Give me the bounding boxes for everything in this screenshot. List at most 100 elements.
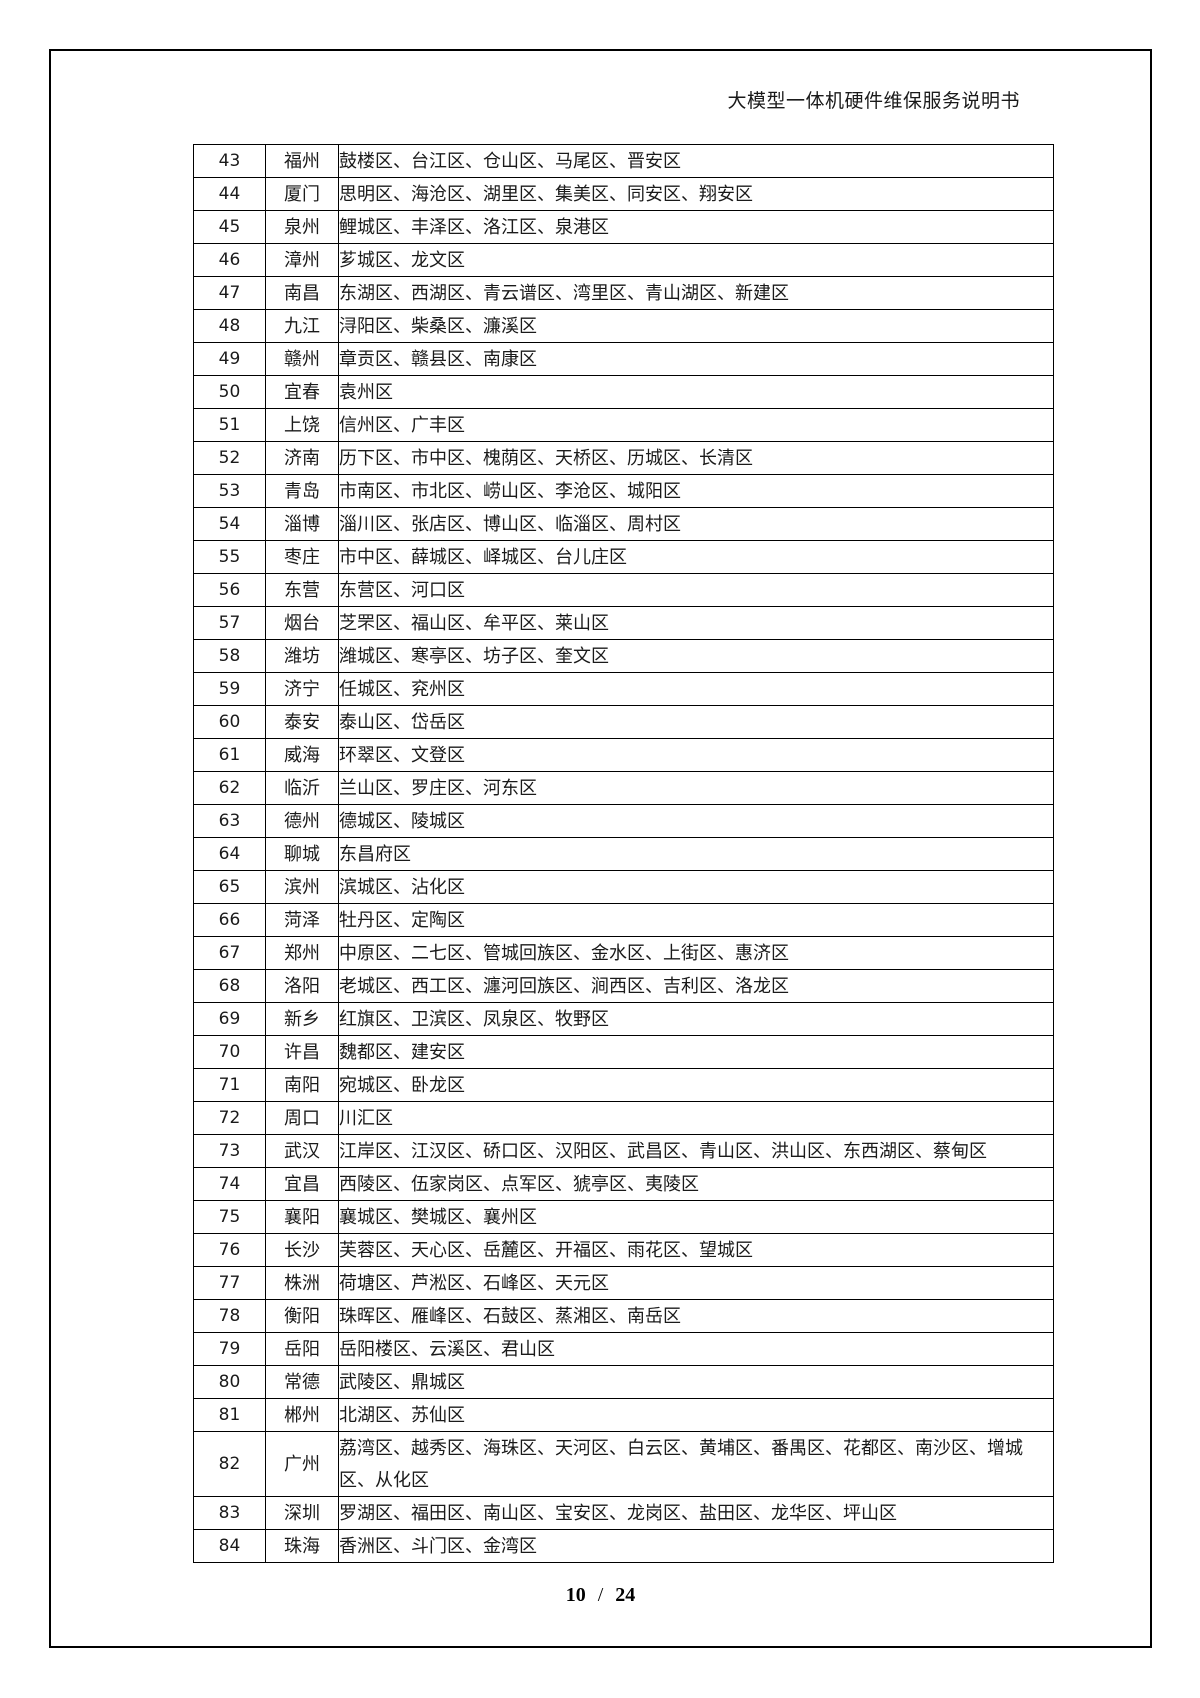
city-name: 郴州: [265, 1398, 339, 1432]
city-name: 滨州: [265, 870, 339, 904]
row-number: 74: [193, 1167, 266, 1201]
city-name: 许昌: [265, 1035, 339, 1069]
district-list: 江岸区、江汉区、硚口区、汉阳区、武昌区、青山区、洪山区、东西湖区、蔡甸区: [338, 1134, 1054, 1168]
city-name: 新乡: [265, 1002, 339, 1036]
city-name: 济南: [265, 441, 339, 475]
row-number: 73: [193, 1134, 266, 1168]
table-row: 62 临沂 兰山区、罗庄区、河东区: [193, 771, 1054, 805]
city-district-table: 43 福州 鼓楼区、台江区、仓山区、马尾区、晋安区 44 厦门 思明区、海沧区、…: [193, 144, 1054, 1563]
table-row: 80 常德 武陵区、鼎城区: [193, 1365, 1054, 1399]
city-name: 潍坊: [265, 639, 339, 673]
table-row: 68 洛阳 老城区、西工区、瀍河回族区、涧西区、吉利区、洛龙区: [193, 969, 1054, 1003]
table-row: 59 济宁 任城区、兖州区: [193, 672, 1054, 706]
city-name: 威海: [265, 738, 339, 772]
district-list: 浔阳区、柴桑区、濂溪区: [338, 309, 1054, 343]
district-list: 北湖区、苏仙区: [338, 1398, 1054, 1432]
page-total: 24: [615, 1584, 636, 1606]
row-number: 70: [193, 1035, 266, 1069]
city-name: 宜昌: [265, 1167, 339, 1201]
row-number: 64: [193, 837, 266, 871]
row-number: 43: [193, 144, 266, 178]
district-list: 魏都区、建安区: [338, 1035, 1054, 1069]
table-row: 70 许昌 魏都区、建安区: [193, 1035, 1054, 1069]
table-row: 57 烟台 芝罘区、福山区、牟平区、莱山区: [193, 606, 1054, 640]
district-list: 红旗区、卫滨区、凤泉区、牧野区: [338, 1002, 1054, 1036]
table-row: 79 岳阳 岳阳楼区、云溪区、君山区: [193, 1332, 1054, 1366]
page-current: 10: [565, 1584, 586, 1606]
district-list: 淄川区、张店区、博山区、临淄区、周村区: [338, 507, 1054, 541]
district-list: 市中区、薛城区、峄城区、台儿庄区: [338, 540, 1054, 574]
page-number: 10 / 24: [49, 1584, 1152, 1607]
row-number: 63: [193, 804, 266, 838]
district-list: 章贡区、赣县区、南康区: [338, 342, 1054, 376]
district-list: 历下区、市中区、槐荫区、天桥区、历城区、长清区: [338, 441, 1054, 475]
table-row: 53 青岛 市南区、市北区、崂山区、李沧区、城阳区: [193, 474, 1054, 508]
page-border: [49, 49, 1152, 1648]
row-number: 50: [193, 375, 266, 409]
table-row: 43 福州 鼓楼区、台江区、仓山区、马尾区、晋安区: [193, 144, 1054, 178]
district-list: 芗城区、龙文区: [338, 243, 1054, 277]
district-list: 香洲区、斗门区、金湾区: [338, 1529, 1054, 1563]
table-row: 44 厦门 思明区、海沧区、湖里区、集美区、同安区、翔安区: [193, 177, 1054, 211]
district-list: 鲤城区、丰泽区、洛江区、泉港区: [338, 210, 1054, 244]
city-name: 岳阳: [265, 1332, 339, 1366]
table-row: 50 宜春 袁州区: [193, 375, 1054, 409]
table-row: 49 赣州 章贡区、赣县区、南康区: [193, 342, 1054, 376]
city-name: 菏泽: [265, 903, 339, 937]
table-row: 63 德州 德城区、陵城区: [193, 804, 1054, 838]
row-number: 66: [193, 903, 266, 937]
page-separator: /: [597, 1584, 604, 1606]
row-number: 51: [193, 408, 266, 442]
row-number: 80: [193, 1365, 266, 1399]
table-row: 75 襄阳 襄城区、樊城区、襄州区: [193, 1200, 1054, 1234]
district-list: 罗湖区、福田区、南山区、宝安区、龙岗区、盐田区、龙华区、坪山区: [338, 1496, 1054, 1530]
city-name: 九江: [265, 309, 339, 343]
row-number: 62: [193, 771, 266, 805]
row-number: 46: [193, 243, 266, 277]
row-number: 54: [193, 507, 266, 541]
city-name: 株洲: [265, 1266, 339, 1300]
table-row: 77 株洲 荷塘区、芦淞区、石峰区、天元区: [193, 1266, 1054, 1300]
row-number: 81: [193, 1398, 266, 1432]
city-name: 上饶: [265, 408, 339, 442]
district-list: 武陵区、鼎城区: [338, 1365, 1054, 1399]
row-number: 76: [193, 1233, 266, 1267]
table-row: 74 宜昌 西陵区、伍家岗区、点军区、猇亭区、夷陵区: [193, 1167, 1054, 1201]
district-list: 鼓楼区、台江区、仓山区、马尾区、晋安区: [338, 144, 1054, 178]
table-row: 69 新乡 红旗区、卫滨区、凤泉区、牧野区: [193, 1002, 1054, 1036]
district-list: 环翠区、文登区: [338, 738, 1054, 772]
row-number: 57: [193, 606, 266, 640]
district-list: 东湖区、西湖区、青云谱区、湾里区、青山湖区、新建区: [338, 276, 1054, 310]
row-number: 68: [193, 969, 266, 1003]
city-name: 南昌: [265, 276, 339, 310]
table-row: 67 郑州 中原区、二七区、管城回族区、金水区、上街区、惠济区: [193, 936, 1054, 970]
city-name: 衡阳: [265, 1299, 339, 1333]
table-row: 52 济南 历下区、市中区、槐荫区、天桥区、历城区、长清区: [193, 441, 1054, 475]
city-name: 青岛: [265, 474, 339, 508]
table-row: 56 东营 东营区、河口区: [193, 573, 1054, 607]
table-row: 73 武汉 江岸区、江汉区、硚口区、汉阳区、武昌区、青山区、洪山区、东西湖区、蔡…: [193, 1134, 1054, 1168]
city-name: 南阳: [265, 1068, 339, 1102]
city-name: 淄博: [265, 507, 339, 541]
table-row: 46 漳州 芗城区、龙文区: [193, 243, 1054, 277]
district-list: 荷塘区、芦淞区、石峰区、天元区: [338, 1266, 1054, 1300]
city-name: 济宁: [265, 672, 339, 706]
row-number: 47: [193, 276, 266, 310]
city-name: 漳州: [265, 243, 339, 277]
table-row: 64 聊城 东昌府区: [193, 837, 1054, 871]
row-number: 69: [193, 1002, 266, 1036]
table-row: 54 淄博 淄川区、张店区、博山区、临淄区、周村区: [193, 507, 1054, 541]
district-list: 兰山区、罗庄区、河东区: [338, 771, 1054, 805]
city-name: 珠海: [265, 1529, 339, 1563]
row-number: 56: [193, 573, 266, 607]
table-row: 47 南昌 东湖区、西湖区、青云谱区、湾里区、青山湖区、新建区: [193, 276, 1054, 310]
city-name: 聊城: [265, 837, 339, 871]
row-number: 71: [193, 1068, 266, 1102]
row-number: 77: [193, 1266, 266, 1300]
city-name: 厦门: [265, 177, 339, 211]
table-row: 60 泰安 泰山区、岱岳区: [193, 705, 1054, 739]
city-name: 德州: [265, 804, 339, 838]
city-name: 东营: [265, 573, 339, 607]
row-number: 52: [193, 441, 266, 475]
row-number: 45: [193, 210, 266, 244]
